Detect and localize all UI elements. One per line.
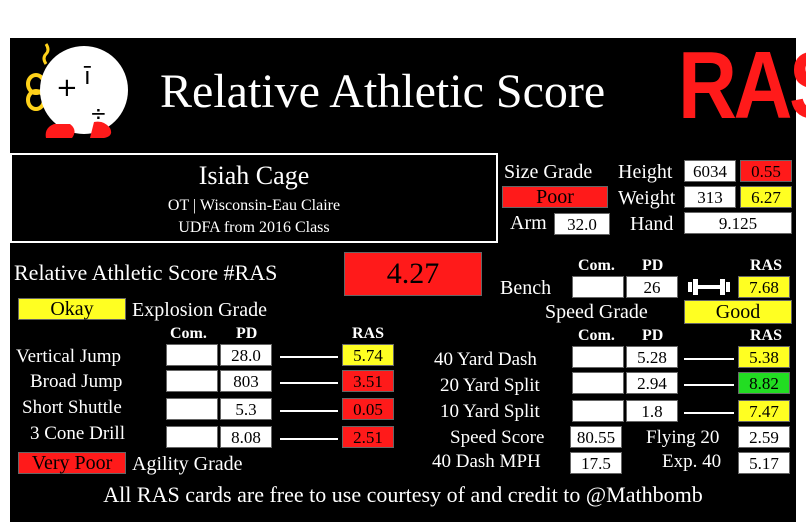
svg-text:÷: ÷ [90, 101, 107, 125]
arm-value: 32.0 [554, 213, 610, 235]
speed-grade-label: Speed Grade [545, 301, 648, 323]
explosion-grade-label: Explosion Grade [132, 299, 267, 321]
bench-com [572, 276, 624, 298]
card-title: Relative Athletic Score [160, 65, 606, 118]
weight-value: 313 [684, 186, 736, 208]
hand-label: Hand [630, 213, 674, 235]
right-col-pd-header: PD [642, 327, 664, 344]
bench-ras-header: RAS [750, 257, 783, 274]
player-draft-info: UDFA from 2016 Class [178, 219, 330, 236]
drill-ras: 5.74 [342, 344, 394, 366]
dumbbell-icon [686, 276, 732, 298]
bench-pd-header: PD [642, 257, 664, 274]
drill-ras: 7.47 [738, 400, 790, 422]
connector-line [280, 438, 338, 440]
height-label: Height [618, 161, 673, 183]
left-col-com-header: Com. [170, 325, 207, 342]
drill-com [572, 346, 624, 368]
agility-grade-badge: Very Poor [18, 452, 126, 474]
size-grade-badge: Poor [502, 186, 608, 208]
bench-pd: 26 [626, 276, 678, 298]
explosion-grade-badge: Okay [18, 298, 126, 320]
drill-pd: 5.3 [220, 398, 272, 420]
speed-score-label: Speed Score [450, 427, 545, 448]
hand-value: 9.125 [684, 212, 792, 234]
drill-ras: 5.38 [738, 346, 790, 368]
height-value: 6034 [684, 160, 736, 182]
mph-value: 17.5 [570, 452, 622, 474]
drill-pd: 803 [220, 370, 272, 392]
ras-card: + ī ÷ Relative Athletic Score RAS Isiah … [10, 38, 806, 522]
overall-score: 4.27 [344, 252, 482, 296]
drill-label: 20 Yard Split [440, 375, 540, 396]
flying20-label: Flying 20 [646, 427, 720, 448]
player-name: Isiah Cage [198, 161, 310, 190]
exp40-label: Exp. 40 [662, 451, 722, 472]
right-col-com-header: Com. [578, 327, 615, 344]
speed-score-value: 80.55 [570, 426, 622, 448]
connector-line [684, 384, 734, 386]
left-col-ras-header: RAS [352, 325, 385, 342]
drill-pd: 2.94 [626, 372, 678, 394]
mascot-logo: + ī ÷ [16, 40, 136, 144]
svg-text:ī: ī [83, 62, 91, 90]
drill-com [166, 370, 218, 392]
bench-ras: 7.68 [738, 276, 790, 298]
drill-label: 10 Yard Split [440, 401, 540, 422]
drill-pd: 5.28 [626, 346, 678, 368]
bench-com-header: Com. [578, 257, 615, 274]
drill-ras: 3.51 [342, 370, 394, 392]
player-position-school: OT | Wisconsin-Eau Claire [167, 197, 341, 214]
drill-com [166, 344, 218, 366]
drill-com [166, 398, 218, 420]
left-col-pd-header: PD [236, 325, 258, 342]
drill-com [572, 372, 624, 394]
drill-ras: 0.05 [342, 398, 394, 420]
size-grade-label: Size Grade [504, 161, 593, 183]
drill-pd: 28.0 [220, 344, 272, 366]
right-col-ras-header: RAS [750, 327, 783, 344]
drill-label: 3 Cone Drill [30, 423, 125, 444]
ras-logo-text: RAS [678, 32, 806, 139]
connector-line [684, 412, 734, 414]
flying20-value: 2.59 [738, 426, 790, 448]
drill-pd: 1.8 [626, 400, 678, 422]
bench-label: Bench [500, 277, 552, 299]
drill-com [166, 426, 218, 448]
svg-text:+: + [56, 73, 78, 103]
connector-line [280, 410, 338, 412]
drill-ras: 2.51 [342, 426, 394, 448]
connector-line [280, 356, 338, 358]
drill-com [572, 400, 624, 422]
overall-label: Relative Athletic Score #RAS [14, 260, 278, 285]
player-info-panel [10, 153, 498, 243]
speed-grade-badge: Good [684, 300, 792, 324]
drill-label: Broad Jump [30, 371, 123, 392]
weight-ras: 6.27 [740, 186, 792, 208]
mph-label: 40 Dash MPH [432, 451, 541, 472]
height-ras: 0.55 [740, 160, 792, 182]
agility-grade-label: Agility Grade [132, 453, 243, 475]
exp40-value: 5.17 [738, 452, 790, 474]
arm-label: Arm [510, 212, 547, 234]
drill-label: Short Shuttle [22, 397, 122, 418]
footer-credit: All RAS cards are free to use courtesy o… [103, 482, 703, 507]
weight-label: Weight [618, 187, 676, 209]
drill-label: Vertical Jump [16, 346, 122, 367]
drill-pd: 8.08 [220, 426, 272, 448]
drill-label: 40 Yard Dash [434, 349, 537, 370]
drill-ras: 8.82 [738, 372, 790, 394]
connector-line [280, 382, 338, 384]
connector-line [684, 358, 734, 360]
